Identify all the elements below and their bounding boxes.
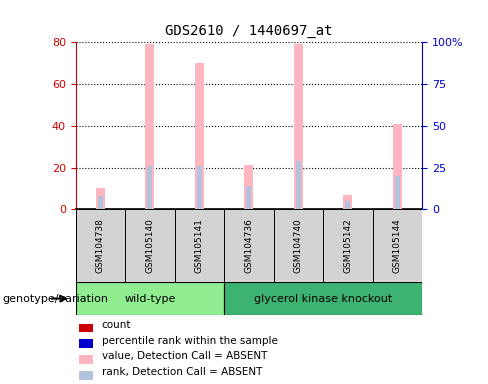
Text: genotype/variation: genotype/variation — [2, 293, 108, 304]
Bar — [79, 355, 93, 364]
Bar — [224, 282, 422, 315]
Bar — [246, 186, 251, 209]
Bar — [79, 324, 93, 332]
Bar — [96, 189, 105, 209]
Bar — [145, 44, 154, 209]
Text: GSM105141: GSM105141 — [195, 218, 204, 273]
Text: count: count — [102, 320, 131, 330]
Text: GSM104738: GSM104738 — [96, 218, 105, 273]
Bar — [79, 371, 93, 380]
Text: percentile rank within the sample: percentile rank within the sample — [102, 336, 278, 346]
Text: rank, Detection Call = ABSENT: rank, Detection Call = ABSENT — [102, 367, 262, 377]
Text: GSM105142: GSM105142 — [344, 218, 352, 273]
Bar — [323, 209, 373, 282]
Bar — [373, 209, 422, 282]
Bar — [125, 209, 175, 282]
Bar — [147, 166, 152, 209]
Bar — [175, 209, 224, 282]
Text: glycerol kinase knockout: glycerol kinase knockout — [254, 293, 392, 304]
Bar — [296, 161, 301, 209]
Bar — [395, 176, 400, 209]
Text: GSM104736: GSM104736 — [244, 218, 253, 273]
Bar — [393, 124, 402, 209]
Bar — [76, 209, 125, 282]
Bar — [76, 282, 224, 315]
Bar — [294, 44, 303, 209]
Text: value, Detection Call = ABSENT: value, Detection Call = ABSENT — [102, 351, 267, 361]
Text: GSM105144: GSM105144 — [393, 218, 402, 273]
Bar — [98, 196, 103, 209]
Text: GSM105140: GSM105140 — [145, 218, 154, 273]
Title: GDS2610 / 1440697_at: GDS2610 / 1440697_at — [165, 25, 333, 38]
Bar — [274, 209, 323, 282]
Bar — [344, 195, 352, 209]
Bar — [79, 339, 93, 348]
Bar — [244, 166, 253, 209]
Bar — [197, 166, 202, 209]
Text: wild-type: wild-type — [124, 293, 176, 304]
Bar — [195, 63, 204, 209]
Bar — [224, 209, 274, 282]
Text: GSM104740: GSM104740 — [294, 218, 303, 273]
Bar — [346, 201, 350, 209]
